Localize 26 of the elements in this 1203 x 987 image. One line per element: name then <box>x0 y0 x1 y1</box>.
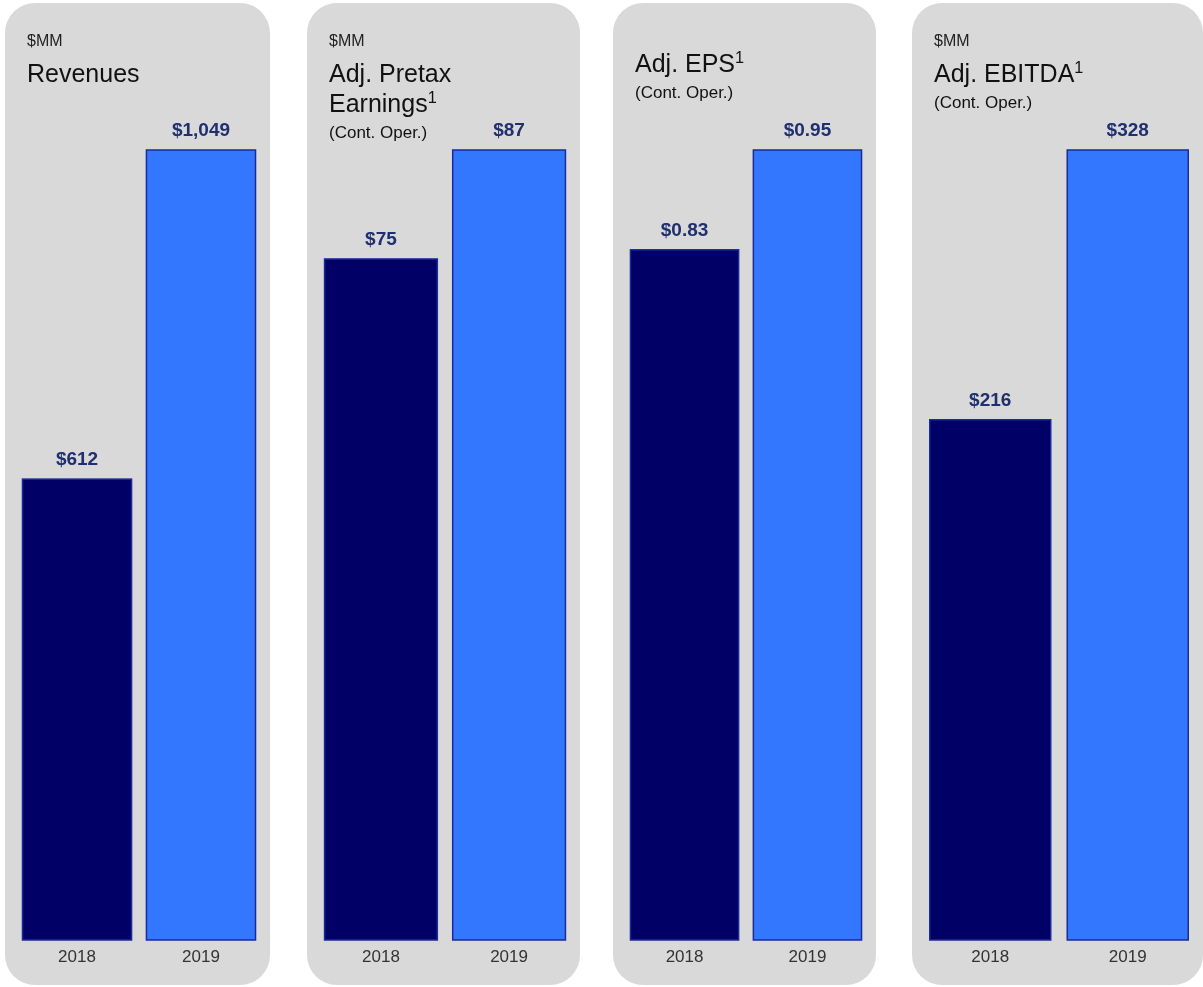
chart-title: Adj. EBITDA$^{1}$ <box>934 58 1084 87</box>
chart-title: Adj. EPS$^{1}$ <box>635 48 745 77</box>
data-label: $612 <box>55 448 99 470</box>
data-label: $328 <box>1106 119 1149 140</box>
chart-title: Adj. Pretax Earnings$^{1}$ <box>329 59 452 117</box>
x-tick-label: 2018 <box>665 947 704 966</box>
data-label: $1,049 <box>171 119 231 140</box>
data-label: $0.83 <box>660 218 709 240</box>
data-label: $0.95 <box>783 119 832 140</box>
x-tick-label: 2018 <box>971 947 1010 966</box>
y-axis-title: $MM <box>329 32 365 49</box>
x-tick-label: 2018 <box>58 947 96 966</box>
data-label: $75 <box>365 227 398 249</box>
data-label: $87 <box>493 119 525 140</box>
x-tick-label: 2019 <box>182 947 220 966</box>
x-tick-label: 2019 <box>788 947 827 966</box>
y-axis-title: $MM <box>934 32 970 49</box>
x-tick-label: 2018 <box>362 947 400 966</box>
chart-subtitle: (Cont. Oper.) <box>635 83 734 102</box>
data-label: $216 <box>969 388 1012 410</box>
chart-subtitle: (Cont. Oper.) <box>934 93 1033 112</box>
chart-subtitle: (Cont. Oper.) <box>329 123 428 142</box>
x-tick-label: 2019 <box>490 947 528 966</box>
chart-title: Revenues <box>27 59 140 87</box>
x-tick-label: 2019 <box>1108 947 1147 966</box>
y-axis-title: $MM <box>27 32 63 49</box>
